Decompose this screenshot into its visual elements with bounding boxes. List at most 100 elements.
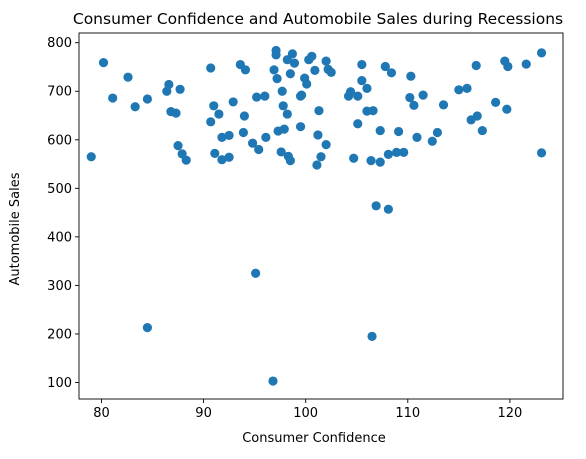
data-point <box>307 51 317 61</box>
data-point <box>368 106 378 116</box>
data-point <box>271 50 281 60</box>
data-point <box>366 156 376 166</box>
data-point <box>375 157 385 167</box>
data-point <box>367 331 377 341</box>
data-point <box>295 122 306 132</box>
data-point <box>238 127 248 138</box>
data-point <box>391 147 402 158</box>
data-point <box>142 323 153 333</box>
data-point <box>282 109 292 119</box>
data-point <box>209 101 219 111</box>
data-point <box>357 75 367 86</box>
data-point <box>502 104 512 114</box>
data-point <box>326 67 336 77</box>
data-point <box>383 149 393 159</box>
data-point <box>471 60 481 71</box>
data-point <box>310 65 320 75</box>
chart-title: Consumer Confidence and Automobile Sales… <box>73 10 563 28</box>
data-point <box>224 152 234 162</box>
data-point <box>386 68 397 78</box>
data-point <box>371 201 381 211</box>
plot-frame <box>78 32 564 400</box>
data-point <box>287 49 298 59</box>
y-tick-label: 400 <box>47 230 72 245</box>
data-point <box>206 117 216 127</box>
data-point <box>252 92 262 102</box>
data-point <box>418 90 428 100</box>
data-point <box>536 148 547 158</box>
data-point <box>346 87 356 97</box>
data-point <box>477 125 487 136</box>
y-tick-label: 200 <box>47 327 72 342</box>
data-point <box>405 92 415 103</box>
plot-area <box>78 32 564 400</box>
data-point <box>427 136 437 146</box>
data-point <box>362 83 372 93</box>
data-point <box>353 91 363 101</box>
data-point <box>171 108 181 118</box>
y-tick-label: 300 <box>47 279 72 294</box>
data-point <box>314 106 324 116</box>
x-axis: 80 90 100 110 120 <box>93 399 522 421</box>
data-point <box>454 85 464 95</box>
data-point <box>224 130 234 141</box>
data-point <box>278 101 288 111</box>
y-tick-label: 600 <box>47 133 72 148</box>
data-point <box>289 58 300 68</box>
data-point <box>521 59 531 69</box>
data-point <box>394 126 404 137</box>
y-tick-label: 800 <box>47 36 72 51</box>
data-point <box>312 160 322 170</box>
data-point <box>272 74 282 84</box>
data-point <box>321 56 331 66</box>
y-tick-label: 500 <box>47 182 72 197</box>
data-point <box>98 58 109 68</box>
data-point <box>316 152 326 162</box>
data-point <box>357 59 367 70</box>
data-point <box>261 132 271 142</box>
y-axis: 100 200 300 400 500 600 700 800 <box>47 36 79 391</box>
data-point <box>239 111 250 121</box>
data-point <box>412 132 422 142</box>
data-point <box>406 71 416 81</box>
data-point <box>86 152 96 162</box>
data-point <box>472 111 482 121</box>
data-point <box>123 72 133 82</box>
data-point <box>285 156 295 166</box>
data-point <box>164 79 174 90</box>
data-point <box>302 79 312 89</box>
data-point <box>399 147 409 158</box>
data-point <box>173 141 183 151</box>
data-point <box>349 153 359 163</box>
data-point <box>130 102 140 112</box>
y-tick-label: 700 <box>47 85 72 100</box>
data-point <box>383 204 393 214</box>
data-point <box>276 147 286 157</box>
x-tick-label: 120 <box>497 406 522 421</box>
x-tick-label: 80 <box>93 406 110 421</box>
data-point <box>462 83 472 93</box>
data-point <box>268 376 278 386</box>
data-point <box>228 97 238 107</box>
data-point <box>210 148 220 158</box>
x-axis-label: Consumer Confidence <box>242 431 386 446</box>
x-tick-label: 100 <box>293 406 318 421</box>
data-point <box>247 138 258 148</box>
data-point <box>353 119 363 129</box>
x-tick-label: 110 <box>395 406 420 421</box>
data-point <box>313 130 323 140</box>
data-point <box>438 100 449 110</box>
data-point <box>175 84 185 94</box>
data-point <box>285 69 295 79</box>
data-point <box>321 140 331 150</box>
y-axis-label: Automobile Sales <box>8 172 23 285</box>
x-tick-label: 90 <box>195 406 212 421</box>
data-point <box>217 132 227 142</box>
data-point <box>380 61 390 72</box>
data-points <box>86 45 547 386</box>
y-tick-label: 100 <box>47 376 72 391</box>
data-point <box>432 127 443 138</box>
data-point <box>254 144 264 155</box>
